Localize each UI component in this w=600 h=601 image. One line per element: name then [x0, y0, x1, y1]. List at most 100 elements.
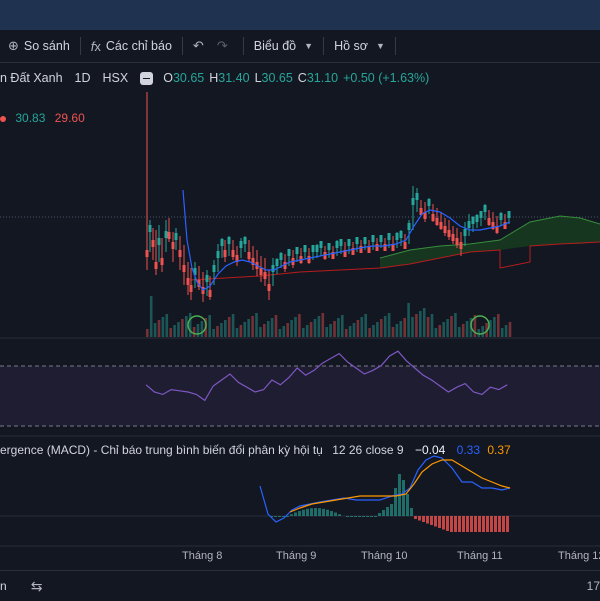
macd-histogram-bar	[434, 516, 437, 527]
candle-body	[251, 258, 255, 265]
candle-body	[145, 250, 149, 257]
candle-body	[343, 250, 347, 257]
volume-bar	[216, 326, 219, 337]
volume-bar	[344, 329, 348, 337]
compare-button[interactable]: ⊕ So sánh	[0, 30, 78, 62]
volume-bar	[481, 326, 484, 337]
candle-body	[327, 243, 331, 250]
macd-name[interactable]: ergence (MACD) - Chỉ báo trung bình biến…	[0, 443, 323, 457]
candle-body	[339, 239, 343, 246]
candle-body	[423, 212, 427, 219]
chart-menu-button[interactable]: Biểu đồ ▼	[246, 30, 321, 62]
bottom-bar: n ⇆ 17	[0, 570, 600, 601]
macd-legend: ergence (MACD) - Chỉ báo trung bình biến…	[0, 443, 511, 457]
macd-histogram-bar	[302, 509, 305, 516]
high-value: 31.40	[218, 71, 250, 85]
low-value: 30.65	[261, 71, 293, 85]
candle-body	[231, 250, 235, 257]
volume-bar	[422, 308, 426, 337]
volume-bar	[450, 316, 453, 337]
timeframe-selector[interactable]: n	[0, 579, 7, 593]
candle-body	[239, 241, 243, 248]
candle-body	[475, 215, 479, 222]
volume-bar	[356, 320, 360, 337]
time-axis[interactable]: Tháng 8 Tháng 9 Tháng 10 Tháng 11 Tháng …	[0, 548, 600, 568]
volume-bar	[270, 318, 274, 337]
candle-body	[415, 193, 419, 200]
volume-bar	[220, 323, 223, 337]
undo-button[interactable]: ↶	[185, 30, 217, 62]
volume-bar	[497, 314, 500, 337]
candle-body	[220, 239, 224, 246]
toolbar-divider	[394, 37, 396, 55]
macd-histogram-bar	[298, 511, 301, 516]
macd-histogram-bar	[394, 488, 397, 516]
timeframe[interactable]: 1D	[74, 71, 91, 85]
candle-body	[235, 255, 239, 262]
redo-button[interactable]: ↷	[217, 30, 241, 62]
volume-bar	[231, 314, 235, 337]
volume-bar	[188, 313, 192, 337]
macd-histogram-bar	[346, 516, 349, 517]
volume-bar	[247, 319, 250, 337]
volume-bar	[426, 317, 430, 337]
replay-icon[interactable]: ⇆	[30, 577, 43, 594]
volume-bar	[364, 314, 367, 337]
candle-body	[347, 239, 351, 246]
volume-bar	[430, 314, 434, 337]
price-change: +0.50 (+1.63%)	[343, 71, 430, 85]
candle-body	[363, 237, 367, 244]
candle-body	[431, 214, 435, 221]
candle-body	[479, 211, 483, 218]
candle-body	[216, 251, 220, 258]
candle-body	[331, 252, 335, 259]
macd-histogram-bar	[386, 507, 389, 516]
volume-bar	[348, 326, 352, 337]
volume-bar	[278, 329, 282, 337]
candle-body	[303, 245, 307, 252]
indicator-dot	[0, 115, 6, 122]
volume-bar	[360, 317, 364, 337]
macd-histogram-bar	[490, 516, 493, 532]
eye-icon[interactable]	[140, 71, 154, 85]
compare-icon: ⊕	[8, 38, 19, 53]
profile-menu-button[interactable]: Hồ sơ ▼	[326, 30, 393, 62]
volume-bar	[266, 321, 270, 337]
volume-bar	[458, 327, 461, 337]
chevron-down-icon: ▼	[304, 41, 314, 51]
candle-body	[403, 242, 407, 249]
volume-bar	[415, 314, 418, 337]
candle-body	[307, 256, 311, 263]
macd-histogram-bar	[366, 516, 369, 517]
candle-body	[359, 246, 363, 253]
macd-histogram-bar	[358, 516, 361, 517]
candle-body	[491, 222, 495, 229]
candle-body	[463, 229, 467, 236]
open-value: 30.65	[172, 71, 205, 85]
candle-body	[148, 225, 152, 232]
volume-bar	[508, 322, 512, 337]
candle-body	[178, 250, 182, 257]
volume-bar	[368, 328, 371, 337]
candle-body	[335, 241, 339, 248]
macd-histogram-bar	[270, 516, 273, 517]
volume-bar	[500, 328, 504, 337]
macd-histogram-bar	[410, 508, 413, 516]
open-label: O	[163, 71, 173, 85]
macd-histogram-bar	[478, 516, 481, 532]
volume-bar	[383, 316, 387, 337]
macd-histogram-bar	[362, 516, 365, 517]
chart-toolbar: ⊕ So sánh fx Các chỉ báo ↶ ↷ Biểu đồ ▼ H…	[0, 30, 600, 63]
volume-bar	[309, 322, 313, 337]
macd-histogram-bar	[486, 516, 489, 532]
candle-body	[267, 284, 271, 291]
profile-menu-label: Hồ sơ	[334, 39, 368, 53]
chart-menu-label: Biểu đồ	[253, 39, 297, 53]
indicators-button[interactable]: fx Các chỉ báo	[83, 30, 180, 62]
candle-body	[395, 233, 399, 240]
symbol-name[interactable]: n Đất Xanh	[0, 71, 63, 85]
exchange: HSX	[102, 71, 129, 85]
volume-bar	[243, 322, 247, 337]
macd-signal-value: 0.37	[487, 443, 511, 457]
